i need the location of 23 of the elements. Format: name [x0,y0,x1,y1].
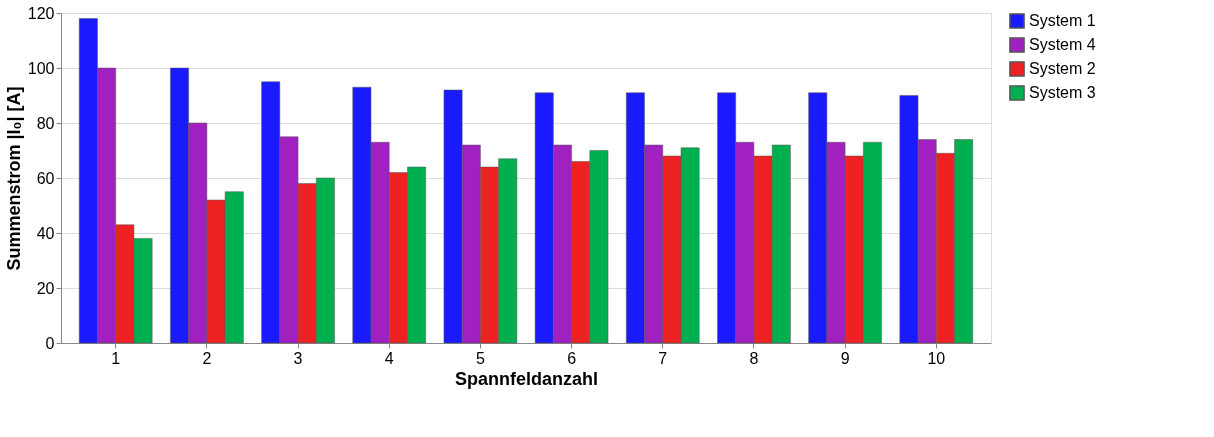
legend-label: System 1 [1029,12,1096,29]
x-tick-label: 6 [567,349,577,367]
x-tick-label: 3 [293,349,303,367]
x-tick-label: 4 [384,349,394,367]
legend-label: System 2 [1029,60,1096,77]
x-axis-title: Spannfeldanzahl [454,368,599,389]
x-tick-label: 2 [202,349,212,367]
y-axis-title: Summenstrom |I₀| [A] [3,86,24,271]
y-tick-label: 100 [27,59,55,77]
y-tick-label: 80 [36,114,55,132]
y-tick-label: 120 [27,4,55,22]
legend-label: System 3 [1029,84,1096,101]
x-tick-label: 5 [475,349,485,367]
x-tick-label: 9 [840,349,850,367]
y-tick-label: 0 [45,334,55,352]
x-tick-label: 10 [927,349,946,367]
x-tick-label: 8 [749,349,759,367]
y-tick-label: 20 [36,279,55,297]
x-tick-label: 7 [658,349,668,367]
y-tick-label: 60 [36,169,55,187]
x-tick-label: 1 [111,349,121,367]
y-tick-label: 40 [36,224,55,242]
legend-label: System 4 [1029,36,1096,53]
